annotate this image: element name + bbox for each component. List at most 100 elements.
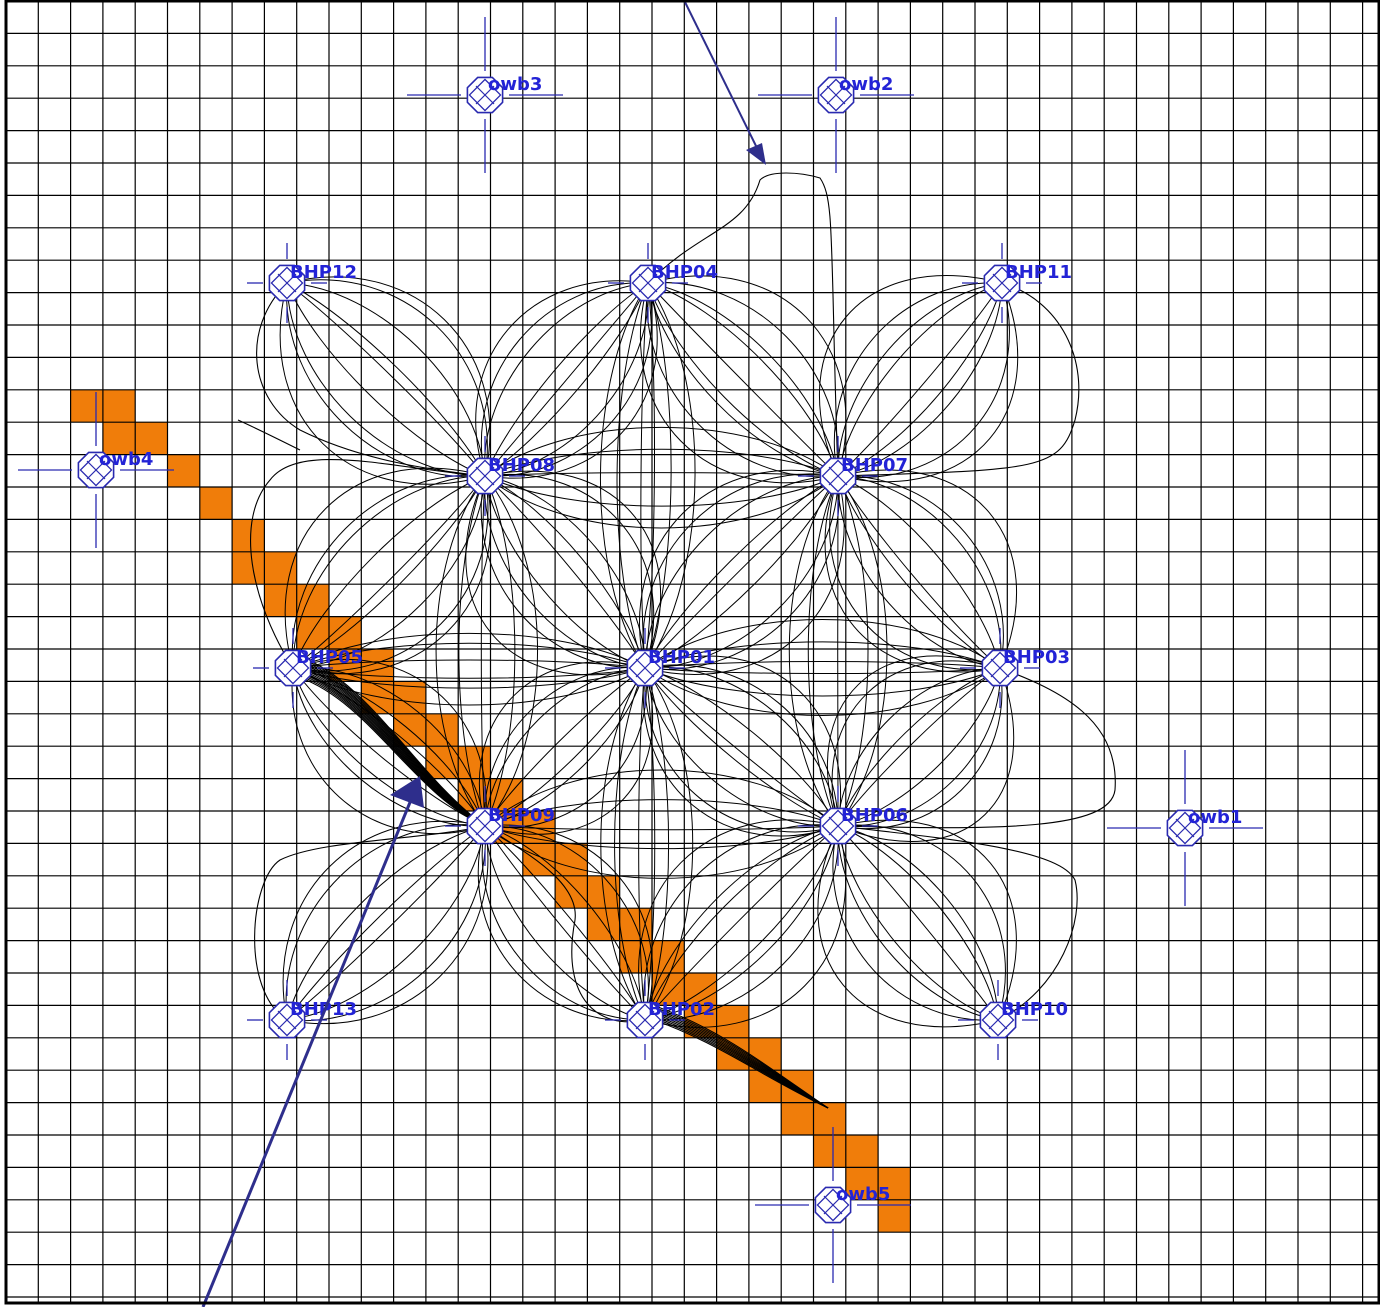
well-bhp01[interactable]: BHP01: [605, 628, 715, 708]
streamline-boundary: [837, 825, 1078, 1021]
streamline: [600, 667, 646, 1021]
well-owb1[interactable]: owb1: [1107, 750, 1263, 906]
well-bhp04[interactable]: BHP04: [608, 243, 718, 323]
streamline: [292, 659, 646, 669]
well-label: BHP12: [290, 262, 357, 283]
streamlines: [237, 172, 1116, 1109]
streamline: [829, 475, 1001, 671]
annotation-arrows: [201, 0, 766, 1307]
well-bhp10[interactable]: BHP10: [958, 980, 1068, 1060]
streamline: [837, 282, 1003, 477]
well-owb4[interactable]: owb4: [18, 392, 174, 548]
well-bhp03[interactable]: BHP03: [960, 628, 1070, 708]
streamline: [484, 769, 839, 827]
streamline-boundary: [837, 667, 1116, 829]
streamline: [484, 426, 839, 477]
streamline: [484, 475, 646, 669]
well-bhp06[interactable]: BHP06: [798, 786, 908, 866]
streamline: [644, 661, 1001, 669]
streamline: [644, 475, 845, 675]
streamline: [644, 667, 1001, 717]
streamline: [837, 282, 1010, 478]
streamline: [292, 475, 486, 669]
streamline: [837, 282, 1003, 477]
well-bhp09[interactable]: BHP09: [445, 786, 555, 866]
well-label: BHP06: [841, 805, 908, 826]
well-cross-icon: [475, 85, 495, 105]
streamline: [644, 667, 1001, 675]
well-bhp07[interactable]: BHP07: [798, 436, 908, 516]
streamline: [286, 282, 486, 477]
arrow-line: [683, 0, 759, 151]
well-bhp11[interactable]: BHP11: [962, 243, 1072, 323]
fault-cell: [878, 1167, 911, 1200]
well-cross-icon: [635, 1010, 655, 1030]
streamline: [837, 667, 1015, 842]
fault-cell: [264, 584, 297, 617]
streamline: [484, 282, 649, 477]
streamline: [644, 667, 656, 1021]
streamline: [639, 470, 839, 669]
streamline: [837, 825, 999, 1021]
streamline: [484, 667, 646, 827]
well-bhp05[interactable]: BHP05: [253, 628, 363, 708]
fault-cell: [232, 551, 265, 585]
streamline: [644, 825, 839, 1021]
streamline: [286, 282, 486, 477]
streamline: [644, 282, 655, 669]
streamline: [833, 282, 1003, 477]
streamline: [644, 667, 839, 827]
well-owb2[interactable]: owb2: [758, 17, 914, 173]
streamline: [647, 282, 839, 477]
well-cross-icon: [823, 1195, 843, 1215]
streamline-boundary: [256, 282, 486, 477]
streamline: [477, 825, 646, 1022]
streamline: [837, 667, 1001, 827]
well-bhp12[interactable]: BHP12: [247, 243, 357, 323]
arrow-line: [201, 794, 415, 1307]
streamline: [286, 282, 486, 477]
fault-cell: [264, 551, 297, 585]
well-cross-icon: [1175, 818, 1195, 838]
fault-cell: [458, 746, 491, 779]
streamline: [484, 282, 649, 477]
streamline: [484, 475, 839, 529]
streamline: [292, 667, 486, 827]
well-cross-icon: [475, 816, 495, 836]
streamline: [827, 655, 1001, 827]
well-cross-icon: [277, 273, 297, 293]
fault-cell: [232, 519, 265, 552]
streamline: [837, 469, 1017, 669]
streamline: [484, 799, 839, 827]
streamline: [484, 472, 839, 477]
streamline: [644, 641, 1001, 669]
streamline: [292, 475, 486, 669]
fault-cell: [845, 1167, 879, 1200]
well-owb5[interactable]: owb5: [755, 1127, 911, 1283]
well-owb3[interactable]: owb3: [407, 17, 563, 173]
streamline: [484, 825, 649, 1021]
well-cross-icon: [635, 658, 655, 678]
streamline: [837, 667, 1001, 827]
streamline: [616, 282, 649, 669]
well-bhp02[interactable]: BHP02: [605, 980, 715, 1060]
streamline: [484, 475, 516, 827]
fault-cell: [845, 1135, 879, 1168]
well-label: owb4: [99, 449, 153, 470]
streamline-boundary: [254, 825, 486, 1021]
well-cross-icon: [826, 85, 846, 105]
well-label: BHP07: [841, 455, 908, 476]
well-bhp08[interactable]: BHP08: [445, 436, 555, 516]
streamline: [837, 475, 869, 827]
streamline: [484, 824, 654, 1021]
streamline: [286, 282, 486, 478]
fault-cell: [555, 843, 588, 876]
streamline: [484, 825, 839, 831]
streamline: [644, 667, 1001, 697]
streamline: [465, 475, 646, 676]
streamline: [292, 642, 646, 669]
streamline: [484, 475, 839, 507]
streamline: [644, 282, 696, 669]
streamline: [649, 1017, 829, 1109]
